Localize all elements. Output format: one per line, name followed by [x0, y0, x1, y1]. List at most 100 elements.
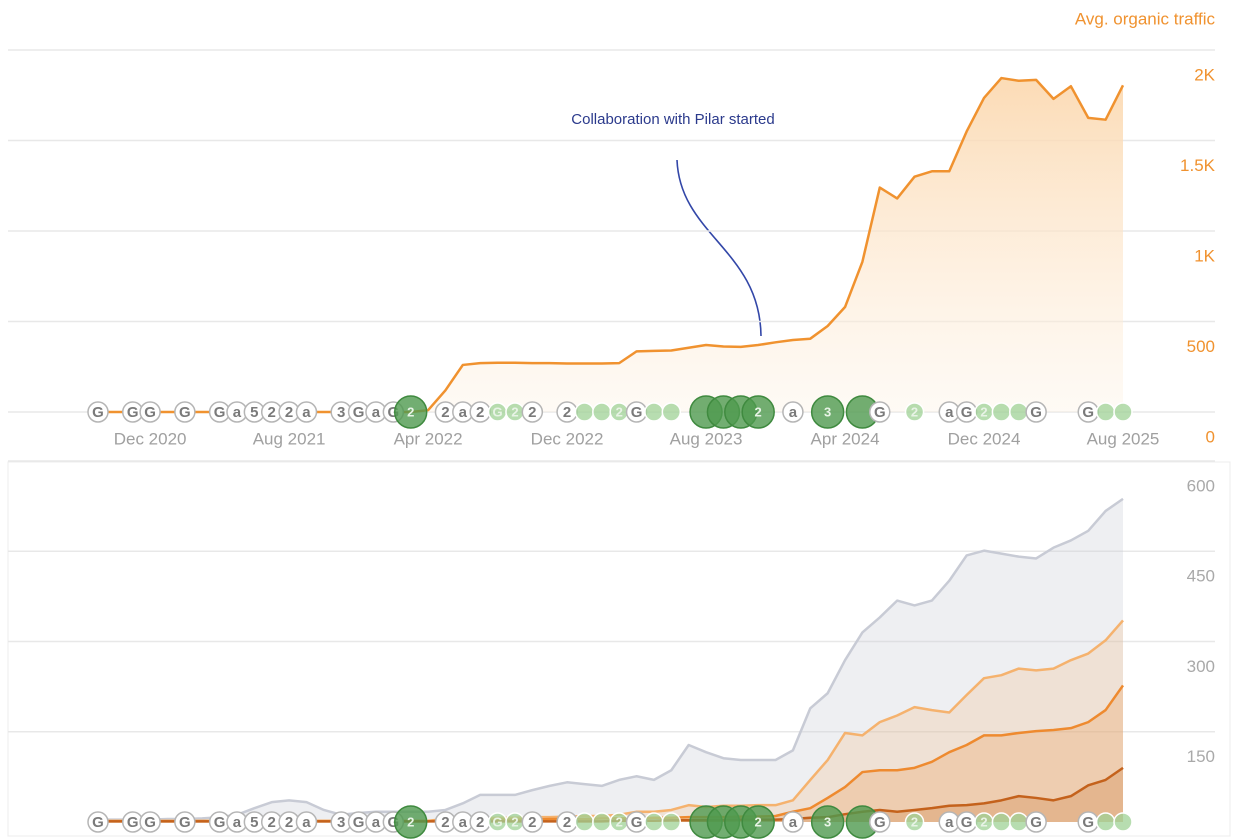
y-tick-label: 0 [1206, 427, 1215, 446]
event-marker-label: G [874, 814, 886, 831]
x-tick-label: Aug 2021 [253, 429, 326, 448]
area-fill [98, 78, 1123, 413]
event-marker-label: G [214, 814, 226, 831]
y-axis-title: Avg. organic traffic [1075, 9, 1216, 28]
event-marker-label: 3 [824, 404, 831, 419]
event-marker-label: G [874, 404, 886, 421]
event-marker [782, 811, 804, 833]
event-marker [174, 401, 196, 423]
event-marker-label: a [233, 404, 242, 421]
line [98, 497, 1124, 821]
event-marker [87, 401, 109, 423]
event-marker-label: 2 [407, 404, 414, 419]
event-marker-label: 2 [563, 404, 571, 421]
event-marker [574, 402, 595, 422]
event-marker-label: 2 [911, 814, 918, 829]
event-marker-label: 5 [250, 814, 258, 831]
x-tick-label: Dec 2024 [948, 429, 1021, 448]
event-marker-label: G [179, 814, 191, 831]
event-marker [521, 401, 544, 423]
event-marker [1095, 812, 1116, 832]
event-marker-label: G [92, 814, 104, 831]
event-marker [1025, 811, 1047, 833]
event-marker-label: G [961, 814, 973, 831]
event-marker-label: 2 [616, 404, 623, 419]
event-marker [1025, 401, 1047, 423]
y-tick-label: 500 [1187, 337, 1215, 356]
y-tick-label: 1K [1194, 246, 1215, 265]
event-marker [521, 811, 544, 833]
event-marker-label: G [1082, 814, 1094, 831]
event-marker-label: 2 [476, 814, 484, 831]
event-marker-label: a [302, 814, 311, 831]
event-marker-label: G [144, 814, 156, 831]
event-marker-label: 2 [980, 404, 987, 419]
x-tick-label: Dec 2022 [531, 429, 604, 448]
x-tick-label: Aug 2025 [1087, 429, 1160, 448]
event-marker [295, 401, 318, 423]
event-marker-label: G [127, 814, 139, 831]
event-marker-label: G [353, 404, 365, 421]
event-marker [810, 805, 845, 839]
event-marker-label: G [388, 404, 400, 421]
event-marker-label: 2 [528, 404, 536, 421]
annotation-arrow [676, 159, 762, 337]
event-marker-label: G [353, 814, 365, 831]
event-marker-label: G [127, 404, 139, 421]
event-marker-label: 2 [911, 404, 918, 419]
event-marker [139, 811, 161, 833]
event-marker [644, 402, 664, 422]
y-tick-label: 300 [1187, 657, 1215, 676]
event-marker-label: 2 [511, 404, 518, 419]
event-marker [644, 812, 664, 832]
event-marker-label: G [1030, 404, 1042, 421]
event-marker-label: G [961, 404, 973, 421]
y-tick-label: 450 [1187, 567, 1215, 586]
y-tick-label: 2K [1194, 65, 1215, 84]
event-marker-label: G [631, 404, 643, 421]
event-marker-label: G [388, 814, 400, 831]
event-marker-label: 2 [441, 814, 449, 831]
event-marker [87, 811, 109, 833]
event-marker-label: G [1030, 814, 1042, 831]
event-marker [393, 395, 428, 429]
event-marker-label: 2 [980, 814, 987, 829]
event-marker-label: G [92, 404, 104, 421]
event-marker-label: G [493, 404, 503, 419]
event-marker-label: a [945, 814, 954, 831]
event-marker-label: 2 [755, 814, 762, 829]
event-marker [592, 402, 612, 422]
event-marker [661, 402, 682, 422]
event-marker-label: 2 [285, 814, 293, 831]
event-marker-label: a [789, 404, 798, 421]
event-marker [592, 812, 612, 832]
event-marker [1113, 812, 1133, 832]
event-marker [139, 401, 161, 423]
event-marker-label: G [144, 404, 156, 421]
event-marker [174, 811, 196, 833]
event-marker [574, 812, 595, 832]
event-marker [393, 805, 428, 839]
x-tick-label: Dec 2020 [114, 429, 187, 448]
y-tick-label: 600 [1187, 476, 1215, 495]
event-marker-label: G [214, 404, 226, 421]
bottom-panel [7, 461, 1231, 837]
plot: 0 500 1K 1.5K 2K Dec 2020 Aug 2021 Apr 2022 Dec … [8, 49, 1216, 839]
event-marker-label: 2 [755, 404, 762, 419]
event-marker-label: 2 [268, 814, 276, 831]
event-marker-label: 2 [268, 404, 276, 421]
event-marker [869, 401, 891, 423]
y-tick-label: 1.5K [1180, 156, 1216, 175]
event-marker [295, 811, 318, 833]
event-marker [741, 805, 775, 839]
event-marker-label: 2 [441, 404, 449, 421]
event-marker-label: G [179, 404, 191, 421]
event-marker-label: 2 [528, 814, 536, 831]
event-marker-label: 3 [824, 814, 831, 829]
event-marker-label: 2 [511, 814, 518, 829]
event-marker-label: a [302, 404, 311, 421]
event-marker [904, 812, 925, 832]
event-marker [661, 812, 682, 832]
x-tick-label: Aug 2023 [670, 429, 743, 448]
